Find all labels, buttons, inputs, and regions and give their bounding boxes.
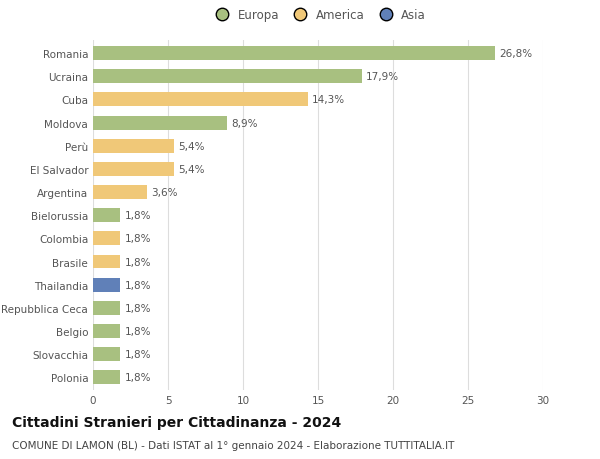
- Bar: [93, 117, 227, 130]
- Text: 3,6%: 3,6%: [151, 188, 178, 198]
- Bar: [93, 325, 120, 338]
- Bar: [93, 370, 120, 384]
- Bar: [93, 186, 147, 200]
- Text: Cittadini Stranieri per Cittadinanza - 2024: Cittadini Stranieri per Cittadinanza - 2…: [12, 415, 341, 429]
- Bar: [93, 93, 308, 107]
- Text: 1,8%: 1,8%: [125, 326, 151, 336]
- Bar: [93, 278, 120, 292]
- Text: 8,9%: 8,9%: [231, 118, 257, 129]
- Text: 26,8%: 26,8%: [499, 49, 533, 59]
- Text: 1,8%: 1,8%: [125, 349, 151, 359]
- Text: 14,3%: 14,3%: [312, 95, 345, 105]
- Legend: Europa, America, Asia: Europa, America, Asia: [208, 7, 428, 25]
- Text: 5,4%: 5,4%: [179, 141, 205, 151]
- Text: 1,8%: 1,8%: [125, 303, 151, 313]
- Bar: [93, 347, 120, 361]
- Text: 1,8%: 1,8%: [125, 257, 151, 267]
- Text: 1,8%: 1,8%: [125, 211, 151, 221]
- Text: 17,9%: 17,9%: [366, 72, 399, 82]
- Bar: [93, 209, 120, 223]
- Bar: [93, 232, 120, 246]
- Text: 1,8%: 1,8%: [125, 280, 151, 290]
- Text: 5,4%: 5,4%: [179, 164, 205, 174]
- Text: 1,8%: 1,8%: [125, 234, 151, 244]
- Bar: [93, 255, 120, 269]
- Text: 1,8%: 1,8%: [125, 372, 151, 382]
- Bar: [93, 70, 361, 84]
- Bar: [93, 47, 495, 61]
- Bar: [93, 162, 174, 176]
- Bar: [93, 301, 120, 315]
- Text: COMUNE DI LAMON (BL) - Dati ISTAT al 1° gennaio 2024 - Elaborazione TUTTITALIA.I: COMUNE DI LAMON (BL) - Dati ISTAT al 1° …: [12, 440, 454, 450]
- Bar: [93, 140, 174, 153]
